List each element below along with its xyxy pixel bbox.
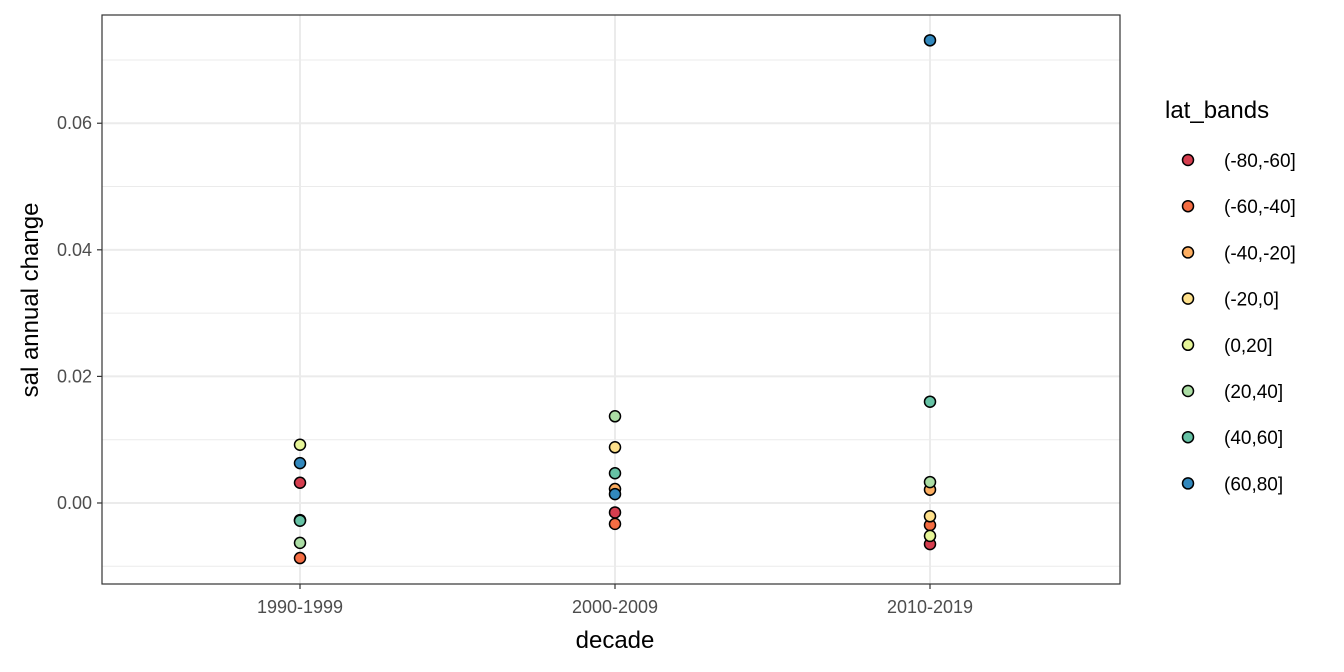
data-point xyxy=(293,438,307,452)
legend-key xyxy=(1181,430,1195,444)
legend-label: (0,20] xyxy=(1224,336,1273,357)
legend-key xyxy=(1181,384,1195,398)
data-point xyxy=(608,487,622,501)
legend-key xyxy=(1181,199,1195,213)
legend-label: (-80,-60] xyxy=(1224,151,1296,172)
x-tick-label: 2010-2019 xyxy=(887,597,973,617)
x-axis-label: decade xyxy=(576,627,655,654)
legend-label: (-60,-40] xyxy=(1224,197,1296,218)
y-tick-label: 0.04 xyxy=(57,240,92,260)
legend-label: (20,40] xyxy=(1224,382,1283,403)
legend-key xyxy=(1181,477,1195,490)
y-tick-label: 0.02 xyxy=(57,366,92,386)
data-point xyxy=(293,514,307,527)
data-point xyxy=(293,476,307,489)
legend-label: (-40,-20] xyxy=(1224,243,1296,264)
data-point xyxy=(608,506,622,519)
data-point xyxy=(923,34,937,47)
legend-key xyxy=(1181,292,1195,305)
data-point xyxy=(608,517,622,531)
plot-panel-border xyxy=(101,14,1121,585)
data-point xyxy=(293,551,307,565)
legend-label: (60,80] xyxy=(1224,474,1283,495)
x-tick-label: 1990-1999 xyxy=(257,597,343,617)
data-point xyxy=(608,441,622,454)
data-point xyxy=(293,536,307,550)
data-point xyxy=(923,510,937,523)
legend-label: (40,60] xyxy=(1224,428,1283,449)
legend-key xyxy=(1181,338,1195,352)
data-point xyxy=(923,395,937,408)
y-tick-label: 0.00 xyxy=(57,493,92,513)
legend-title: lat_bands xyxy=(1165,97,1269,124)
data-point xyxy=(923,529,937,543)
legend-key xyxy=(1181,246,1195,259)
y-tick-label: 0.06 xyxy=(57,113,92,133)
data-point xyxy=(293,456,307,470)
legend-label: (-20,0] xyxy=(1224,290,1279,311)
y-axis-label: sal annual change xyxy=(17,203,44,398)
x-tick-label: 2000-2009 xyxy=(572,597,658,617)
data-point xyxy=(923,475,937,489)
data-point xyxy=(608,410,622,423)
legend-key xyxy=(1181,153,1195,167)
data-point xyxy=(608,466,622,480)
